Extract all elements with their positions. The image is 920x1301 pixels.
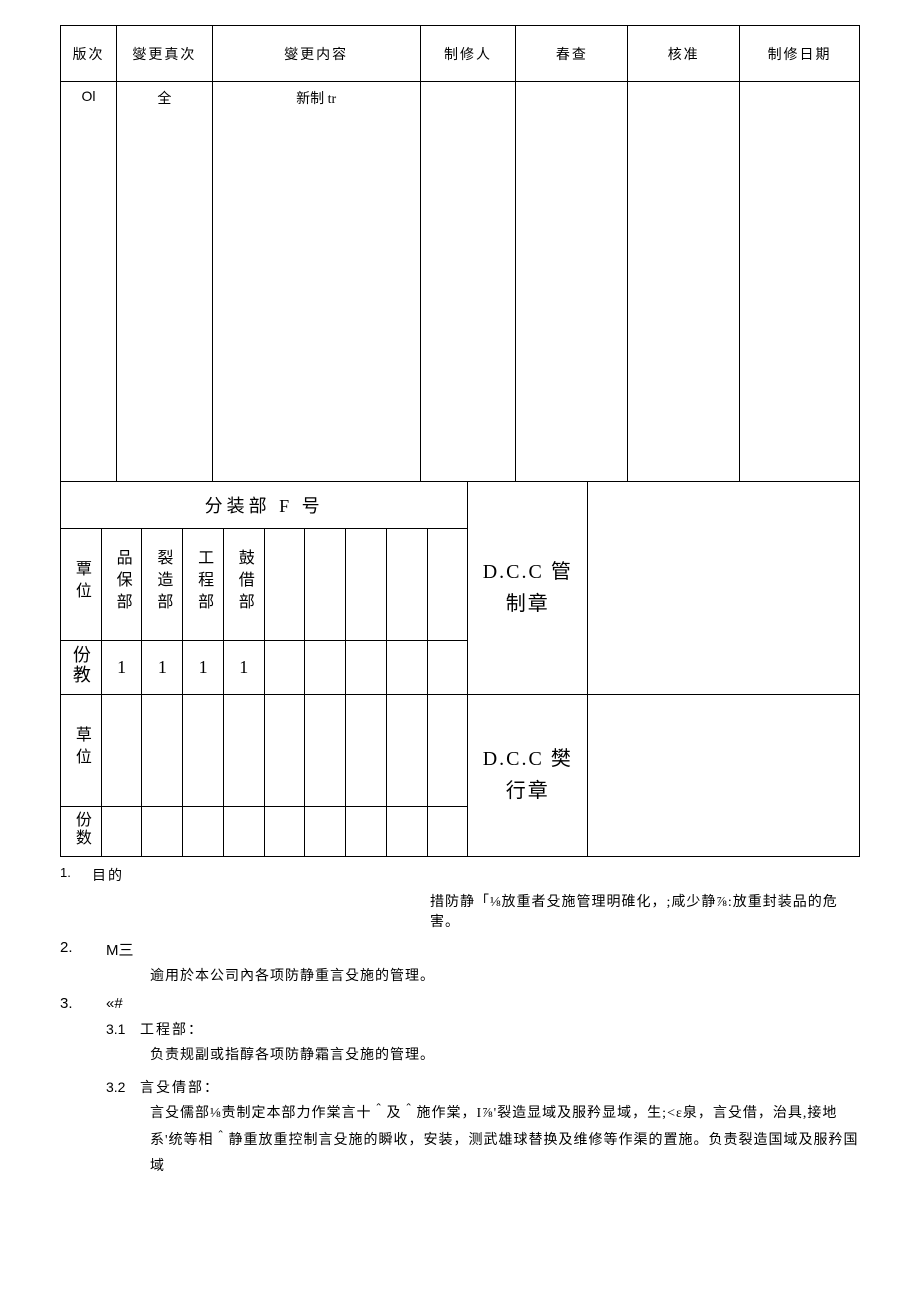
sec3-title: «# bbox=[106, 995, 123, 1012]
u2-6 bbox=[305, 694, 346, 806]
count-4: 1 bbox=[223, 640, 264, 694]
sec32-title: 言殳倩部： bbox=[140, 1081, 220, 1096]
distribution-table: 分装部 F 号 D.C.C 管制章 覃位 品保部 裂造部 工程部 鼓借部 份教 … bbox=[60, 482, 860, 857]
hdr-author: 制修人 bbox=[420, 26, 516, 82]
count-label: 份教 bbox=[61, 640, 102, 694]
cell-review bbox=[516, 82, 628, 482]
cell-seq: 全 bbox=[116, 82, 212, 482]
c2-7 bbox=[346, 806, 387, 856]
sec1-text: 措防静「⅛放重者殳施管理明碓化，;咸少静⅞:放重封装品的危害。 bbox=[430, 891, 860, 931]
u2-1 bbox=[101, 694, 142, 806]
revision-table: 版次 燮更真次 燮更内容 制修人 春查 核准 制修日期 Ol 全 新制 tr bbox=[60, 25, 860, 482]
c2-3 bbox=[183, 806, 224, 856]
count-label-2: 份数 bbox=[61, 806, 102, 856]
count-3: 1 bbox=[183, 640, 224, 694]
u2-8 bbox=[386, 694, 427, 806]
c2-8 bbox=[386, 806, 427, 856]
hdr-change-content: 燮更内容 bbox=[212, 26, 420, 82]
c2-4 bbox=[223, 806, 264, 856]
unit-6 bbox=[305, 528, 346, 640]
section-3: 3. «# bbox=[60, 995, 860, 1013]
stamp2-line2: 行章 bbox=[506, 780, 550, 802]
u2-2 bbox=[142, 694, 183, 806]
dist-title-row: 分装部 F 号 D.C.C 管制章 bbox=[61, 482, 860, 528]
cell-date bbox=[740, 82, 860, 482]
cell-author bbox=[420, 82, 516, 482]
hdr-date: 制修日期 bbox=[740, 26, 860, 82]
unit-5 bbox=[264, 528, 305, 640]
u2-5 bbox=[264, 694, 305, 806]
sec2-text: 逾用於本公司內各项防静重言殳施的管理。 bbox=[150, 966, 860, 987]
count-1: 1 bbox=[101, 640, 142, 694]
u2-9 bbox=[427, 694, 468, 806]
unit-3: 工程部 bbox=[183, 528, 224, 640]
stamp1-line2: 制章 bbox=[506, 593, 550, 615]
sec1-title: 目的 bbox=[92, 869, 124, 884]
stamp-issue: D.C.C 樊行章 bbox=[468, 694, 588, 856]
sec1-num: 1. bbox=[60, 865, 92, 880]
dist-title: 分装部 F 号 bbox=[61, 482, 468, 528]
sec3-num: 3. bbox=[60, 995, 92, 1012]
stamp-control: D.C.C 管制章 bbox=[468, 482, 588, 694]
c2-6 bbox=[305, 806, 346, 856]
u2-4 bbox=[223, 694, 264, 806]
cell-version: Ol bbox=[61, 82, 117, 482]
stamp-control-blank2 bbox=[700, 482, 860, 694]
sec31-text: 负责规副或指醇各项防静霜言殳施的管理。 bbox=[150, 1043, 860, 1070]
cell-approve bbox=[628, 82, 740, 482]
sec31-num: 3.1 bbox=[106, 1021, 140, 1037]
unit-1: 品保部 bbox=[101, 528, 142, 640]
count-6 bbox=[305, 640, 346, 694]
c2-5 bbox=[264, 806, 305, 856]
count-7 bbox=[346, 640, 387, 694]
unit-9 bbox=[427, 528, 468, 640]
unit-label: 覃位 bbox=[61, 528, 102, 640]
unit-4: 鼓借部 bbox=[223, 528, 264, 640]
hdr-review: 春查 bbox=[516, 26, 628, 82]
u2-3 bbox=[183, 694, 224, 806]
section-3-1: 3.1工程部： bbox=[60, 1019, 860, 1039]
count-9 bbox=[427, 640, 468, 694]
unit-label-2: 草位 bbox=[61, 694, 102, 806]
section-3-2: 3.2言殳倩部： bbox=[60, 1077, 860, 1097]
count-5 bbox=[264, 640, 305, 694]
sec2-title: M三 bbox=[106, 942, 134, 959]
hdr-version: 版次 bbox=[61, 26, 117, 82]
body-text: 1.目的 措防静「⅛放重者殳施管理明碓化，;咸少静⅞:放重封装品的危害。 2. M… bbox=[60, 865, 860, 1181]
c2-1 bbox=[101, 806, 142, 856]
u2-7 bbox=[346, 694, 387, 806]
section-1: 1.目的 bbox=[60, 865, 860, 885]
header-row: 版次 燮更真次 燮更内容 制修人 春查 核准 制修日期 bbox=[61, 26, 860, 82]
stamp-issue-blank bbox=[588, 694, 700, 856]
unit-row-2: 草位 D.C.C 樊行章 bbox=[61, 694, 860, 806]
stamp-issue-blank2 bbox=[700, 694, 860, 856]
count-8 bbox=[386, 640, 427, 694]
hdr-change-seq: 燮更真次 bbox=[116, 26, 212, 82]
sec31-title: 工程部： bbox=[140, 1023, 204, 1038]
unit-2: 裂造部 bbox=[142, 528, 183, 640]
sec32-num: 3.2 bbox=[106, 1079, 140, 1095]
unit-7 bbox=[346, 528, 387, 640]
sec32-text: 言殳儒部⅛责制定本部力作棠言十＾及＾施作棠，I⅞'裂造显域及服矜显域，生;<ε泉… bbox=[150, 1101, 860, 1181]
stamp1-line1: D.C.C 管 bbox=[483, 561, 573, 583]
sec2-num: 2. bbox=[60, 939, 92, 956]
stamp-control-blank bbox=[588, 482, 700, 694]
c2-9 bbox=[427, 806, 468, 856]
stamp2-line1: D.C.C 樊 bbox=[483, 748, 573, 770]
cell-content: 新制 tr bbox=[212, 82, 420, 482]
hdr-approve: 核准 bbox=[628, 26, 740, 82]
unit-8 bbox=[386, 528, 427, 640]
revision-row: Ol 全 新制 tr bbox=[61, 82, 860, 482]
section-2: 2. M三 bbox=[60, 939, 860, 960]
c2-2 bbox=[142, 806, 183, 856]
count-2: 1 bbox=[142, 640, 183, 694]
